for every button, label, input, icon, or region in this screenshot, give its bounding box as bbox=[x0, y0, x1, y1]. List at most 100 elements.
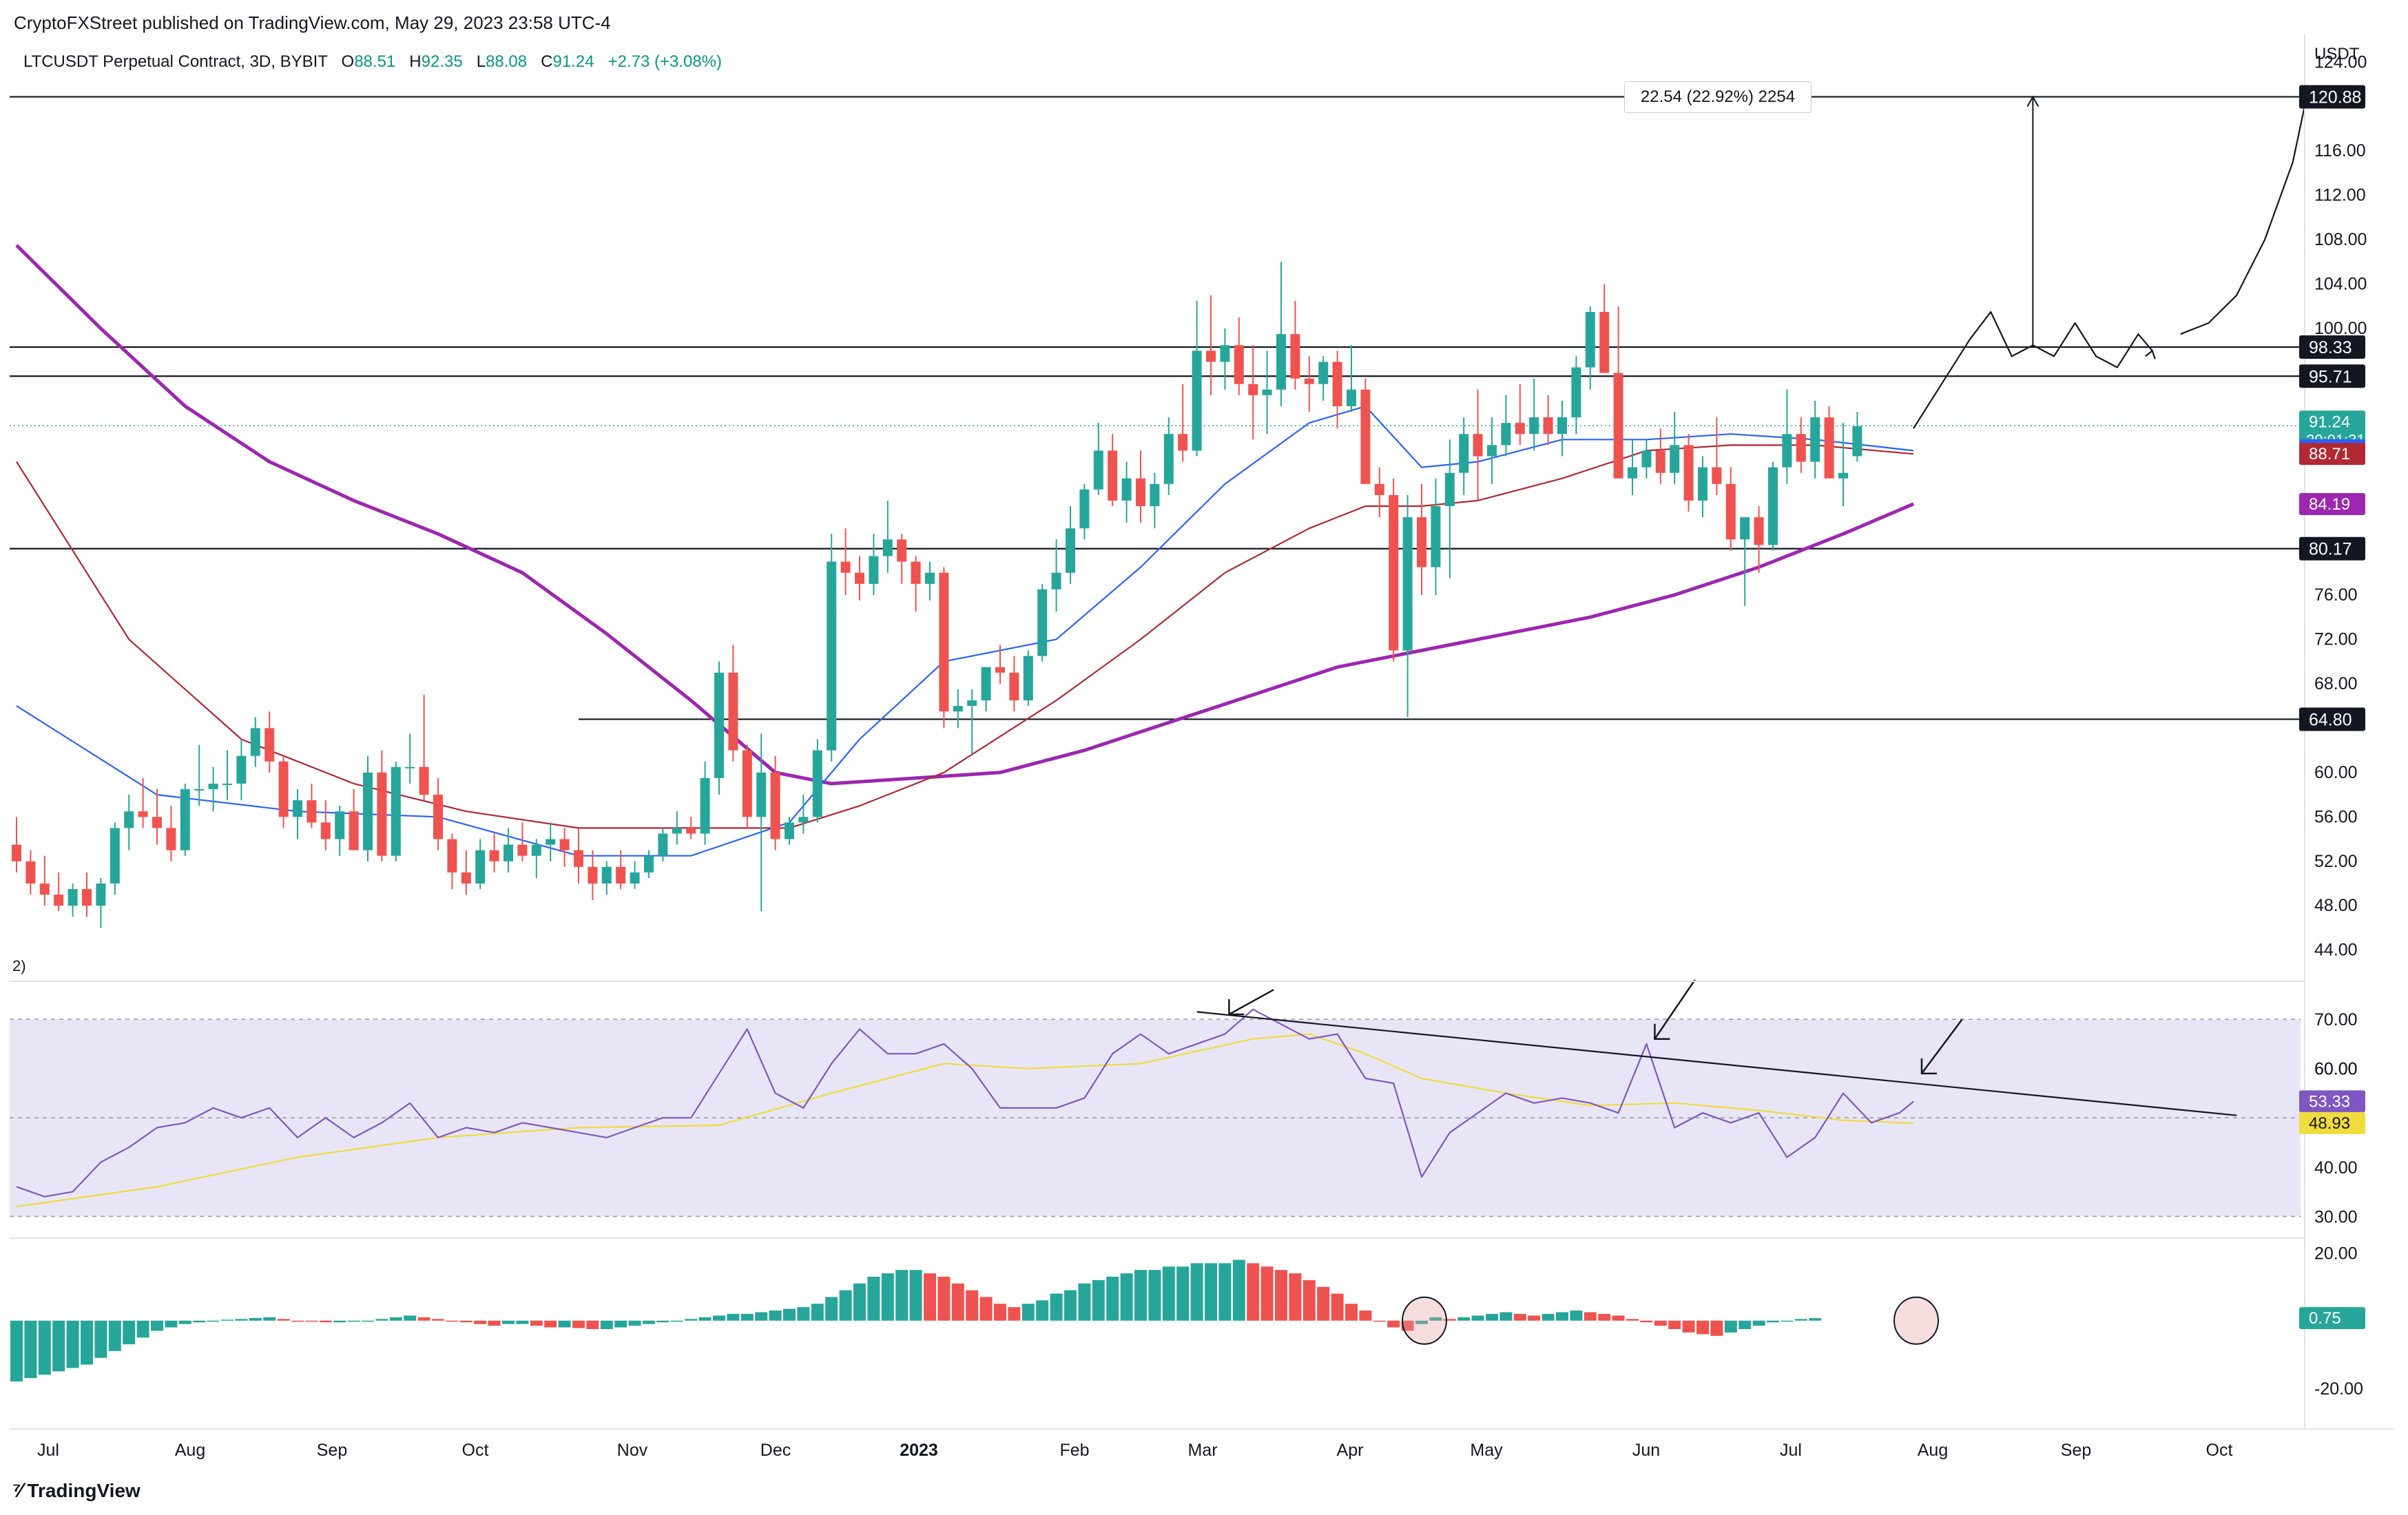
price-tick-label: 48.00 bbox=[2314, 896, 2358, 915]
momentum-bar bbox=[1260, 1266, 1274, 1321]
candle-body bbox=[925, 572, 935, 584]
momentum-bar bbox=[207, 1320, 220, 1322]
candle-body bbox=[250, 728, 260, 756]
candle-body bbox=[433, 795, 443, 839]
candle-body bbox=[1079, 489, 1090, 529]
momentum-bar bbox=[1373, 1320, 1386, 1322]
momentum-bar bbox=[305, 1320, 318, 1322]
candle-body bbox=[616, 866, 626, 884]
momentum-bar bbox=[52, 1320, 65, 1372]
candle-body bbox=[911, 561, 921, 584]
rsi-ma-line bbox=[16, 1033, 1914, 1208]
momentum-bar bbox=[1176, 1266, 1190, 1321]
momentum-bar bbox=[1738, 1320, 1752, 1330]
symbol-name: LTCUSDT Perpetual Contract, 3D, BYBIT bbox=[23, 52, 328, 71]
time-tick-label: Mar bbox=[1187, 1441, 1217, 1460]
tradingview-footer[interactable]: ⁷⁄ TradingView bbox=[12, 1479, 141, 1503]
momentum-bar bbox=[488, 1320, 501, 1326]
rsi-tick-label: 30.00 bbox=[2314, 1207, 2358, 1226]
candle-body bbox=[138, 811, 148, 817]
annotation-arrow-head bbox=[1654, 1023, 1670, 1040]
momentum-bar bbox=[685, 1319, 698, 1321]
candle-body bbox=[1262, 389, 1272, 395]
momentum-bar bbox=[1640, 1320, 1653, 1323]
momentum-bar bbox=[1598, 1313, 1611, 1321]
momentum-bar bbox=[375, 1319, 388, 1321]
momentum-tick-label: 20.00 bbox=[2314, 1244, 2358, 1264]
momentum-bar bbox=[1471, 1315, 1484, 1321]
momentum-tick-label: -20.00 bbox=[2314, 1379, 2363, 1399]
price-tick-label: 44.00 bbox=[2314, 941, 2358, 960]
candle-body bbox=[96, 884, 106, 906]
annotation-arrow bbox=[1654, 979, 1696, 1040]
candle-body bbox=[152, 817, 162, 828]
momentum-bar bbox=[1190, 1263, 1203, 1321]
rsi-band bbox=[10, 1019, 2301, 1217]
candle-body bbox=[1347, 389, 1356, 406]
change-value: +2.73 (+3.08%) bbox=[608, 52, 723, 71]
candle-body bbox=[1571, 367, 1581, 418]
rsi-pane[interactable] bbox=[10, 979, 2301, 1218]
time-tick-label: Jun bbox=[1632, 1441, 1660, 1460]
footer-brand: TradingView bbox=[27, 1480, 141, 1501]
candle-body bbox=[1613, 373, 1623, 479]
momentum-pane[interactable] bbox=[10, 1260, 1939, 1382]
rsi-value-tag bbox=[2299, 1090, 2365, 1113]
candle-body bbox=[1501, 423, 1511, 446]
time-tick-label: May bbox=[1470, 1441, 1503, 1460]
measure-tool-label[interactable]: 22.54 (22.92%) 2254 bbox=[1624, 81, 1812, 113]
momentum-bar bbox=[1401, 1320, 1414, 1331]
momentum-bar bbox=[1767, 1320, 1779, 1323]
momentum-bar bbox=[263, 1317, 276, 1321]
candle-body bbox=[1740, 517, 1750, 540]
open-label: O bbox=[341, 52, 355, 71]
symbol-legend[interactable]: LTCUSDT Perpetual Contract, 3D, BYBIT O8… bbox=[23, 52, 722, 72]
rsi-value-label: 53.33 bbox=[2309, 1092, 2350, 1111]
momentum-bar bbox=[1542, 1313, 1555, 1321]
price-level-tag bbox=[2299, 85, 2365, 109]
momentum-bar bbox=[432, 1319, 444, 1321]
candle-body bbox=[1093, 450, 1103, 490]
candle-body bbox=[531, 844, 541, 856]
momentum-bar bbox=[783, 1308, 796, 1321]
candle-body bbox=[517, 844, 528, 856]
momentum-bar bbox=[333, 1320, 346, 1323]
candle-body bbox=[1473, 434, 1483, 457]
momentum-bar bbox=[38, 1320, 51, 1375]
price-tick-label: 124.00 bbox=[2314, 52, 2367, 72]
annotation-circle bbox=[1402, 1296, 1447, 1345]
momentum-bar bbox=[1247, 1263, 1260, 1321]
candle-body bbox=[1206, 351, 1216, 362]
rsi-tick-label: 40.00 bbox=[2314, 1158, 2358, 1178]
momentum-bar bbox=[698, 1317, 712, 1321]
momentum-bar bbox=[235, 1319, 248, 1321]
momentum-bar bbox=[277, 1319, 290, 1321]
momentum-bar bbox=[1120, 1273, 1133, 1321]
momentum-bar bbox=[516, 1320, 529, 1324]
momentum-bar bbox=[1513, 1313, 1526, 1321]
momentum-bar bbox=[389, 1317, 402, 1321]
candle-body bbox=[1304, 378, 1314, 384]
price-tick-label: 112.00 bbox=[2314, 186, 2366, 205]
momentum-bar bbox=[474, 1320, 487, 1324]
momentum-bar bbox=[966, 1290, 979, 1321]
momentum-bar bbox=[558, 1320, 571, 1328]
momentum-bar bbox=[178, 1320, 191, 1324]
candle-body bbox=[68, 889, 78, 906]
momentum-bar bbox=[459, 1320, 473, 1323]
momentum-bar bbox=[572, 1320, 585, 1328]
momentum-bar bbox=[1415, 1320, 1428, 1324]
price-level-tag bbox=[2299, 335, 2365, 359]
price-level-tag bbox=[2299, 707, 2365, 731]
candle-body bbox=[1557, 417, 1567, 435]
candle-body bbox=[882, 539, 893, 556]
price-level-tag bbox=[2299, 364, 2365, 388]
price-pane[interactable] bbox=[10, 94, 2311, 928]
candle-body bbox=[447, 839, 457, 873]
candle-body bbox=[1417, 517, 1426, 567]
price-tick-label: 116.00 bbox=[2314, 141, 2366, 160]
momentum-bar bbox=[1162, 1266, 1175, 1321]
candle-body bbox=[1163, 434, 1174, 484]
candle-body bbox=[1360, 389, 1371, 484]
